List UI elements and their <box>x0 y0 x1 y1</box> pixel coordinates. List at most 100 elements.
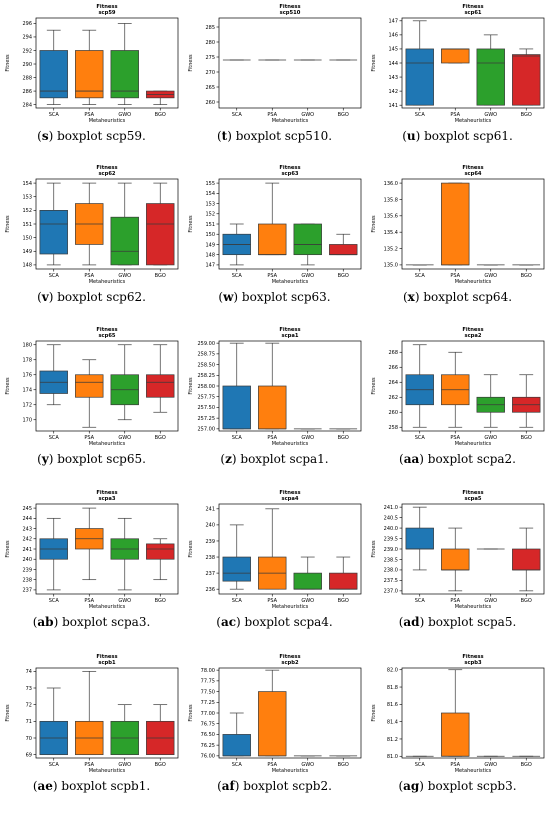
y-tick-label: 70 <box>26 736 32 742</box>
x-tick-label: BGO <box>155 435 166 441</box>
box-iqr <box>512 54 541 106</box>
x-axis-label: Metaheuristics <box>89 768 126 774</box>
y-tick-label: 172 <box>22 403 32 409</box>
box-bgo <box>146 182 175 266</box>
y-tick-label: 148 <box>22 263 32 269</box>
x-tick-label: GWO <box>118 762 131 768</box>
caption-label: ae <box>37 779 53 793</box>
box-iqr <box>75 374 104 398</box>
y-axis-label: Fitness <box>188 540 194 558</box>
box-bgo <box>146 90 175 105</box>
y-tick-label: 240.5 <box>384 515 398 521</box>
plot-frame <box>35 340 179 432</box>
box-bgo <box>329 556 358 590</box>
y-tick-label: 286 <box>22 89 32 95</box>
box-sca <box>39 29 68 105</box>
chart-subtitle: scpa4 <box>282 496 299 502</box>
y-tick-label: 240 <box>22 557 32 563</box>
y-tick-label: 288 <box>22 75 32 81</box>
x-tick-label: SCA <box>415 762 426 768</box>
box-bgo <box>512 527 541 592</box>
boxplot-panel-scpa3: Fitness scpa3 237 238 239 240 241 242 243 244 245 F… <box>2 488 182 610</box>
box-iqr <box>441 48 470 64</box>
chart-title: Fitness <box>279 4 300 10</box>
box-psa <box>75 29 104 105</box>
caption-text: boxplot scpa3. <box>62 615 151 629</box>
x-tick-label: GWO <box>484 598 497 604</box>
caption-open-paren: ( <box>402 290 408 304</box>
caption-close-paren: ) <box>233 290 242 304</box>
plot-frame <box>218 17 362 109</box>
x-tick-label: BGO <box>155 273 166 279</box>
chart-subtitle: scp65 <box>98 333 115 339</box>
x-tick-label: GWO <box>118 598 131 604</box>
box-bgo <box>146 344 175 413</box>
x-tick-label: BGO <box>521 762 532 768</box>
x-tick-label: GWO <box>118 435 131 441</box>
box-sca <box>405 344 434 428</box>
x-tick-label: PSA <box>267 112 277 118</box>
caption-label: s <box>41 129 49 143</box>
box-iqr <box>222 385 251 430</box>
y-tick-label: 69 <box>26 752 32 758</box>
chart-title: Fitness <box>279 327 300 333</box>
boxplot-chart-scpb3: Fitnessscpb381.081.281.481.681.882.0Fitn… <box>371 654 545 774</box>
y-axis-label: Fitness <box>5 215 11 233</box>
boxplot-chart-scp64: Fitnessscp64135.0135.2135.4135.6135.8136… <box>371 165 545 285</box>
y-axis-label: Fitness <box>5 540 11 558</box>
caption-close-paren: ) <box>231 452 241 466</box>
boxplot-chart-scpb2: Fitnessscpb276.0076.2576.5076.7577.0077.… <box>188 654 362 774</box>
y-tick-label: 243 <box>22 526 32 532</box>
boxplot-panel-scp61: Fitness scp61 141 142 143 144 145 146 147 Fitness… <box>368 2 548 124</box>
y-tick-label: 82.0 <box>387 668 398 674</box>
figure-caption: (af) boxplot scpb2. <box>183 779 366 793</box>
y-tick-label: 241 <box>205 507 215 513</box>
figure-caption: (y) boxplot scp65. <box>0 452 183 466</box>
y-tick-label: 238.0 <box>384 568 398 574</box>
y-tick-label: 81.8 <box>387 685 398 691</box>
caption-open-paren: ( <box>32 615 38 629</box>
x-tick-label: GWO <box>484 435 497 441</box>
chart-subtitle: scpb2 <box>281 660 299 666</box>
boxplot-panel-scpb1: Fitness scpb1 69 70 71 72 73 74 Fitness SCA PSA GWO… <box>2 652 182 774</box>
y-tick-label: 265 <box>205 85 215 91</box>
x-tick-label: SCA <box>232 598 243 604</box>
x-axis-label: Metaheuristics <box>455 604 492 610</box>
y-tick-label: 240 <box>205 523 215 529</box>
box-iqr <box>441 182 470 266</box>
chart-subtitle: scpa3 <box>99 496 116 502</box>
caption-open-paren: ( <box>37 129 42 143</box>
y-tick-label: 135.6 <box>384 214 398 220</box>
box-iqr <box>258 691 287 757</box>
y-tick-label: 238 <box>205 555 215 561</box>
y-tick-label: 136.0 <box>384 181 398 187</box>
boxplot-chart-scp63: Fitnessscp63147148149150151152153154155F… <box>188 165 362 285</box>
y-tick-label: 258 <box>388 425 398 431</box>
x-tick-label: BGO <box>521 598 532 604</box>
y-tick-label: 174 <box>22 388 32 394</box>
y-tick-label: 149 <box>205 242 215 248</box>
boxplot-panel-scp510: Fitness scp510 260 265 270 275 280 285 Fitness SC… <box>185 2 365 124</box>
box-iqr <box>75 50 104 99</box>
y-tick-label: 290 <box>22 62 32 68</box>
y-axis-label: Fitness <box>188 215 194 233</box>
y-tick-label: 268 <box>388 350 398 356</box>
x-tick-label: SCA <box>415 598 426 604</box>
figure-caption: (ab) boxplot scpa3. <box>0 615 183 629</box>
y-tick-label: 149 <box>22 249 32 255</box>
caption-open-paren: ( <box>217 779 222 793</box>
plot-frame <box>401 17 545 109</box>
plot-frame <box>35 503 179 595</box>
y-tick-label: 152 <box>205 212 215 218</box>
y-tick-label: 259.00 <box>198 341 216 347</box>
boxplot-chart-scpa5: Fitnessscpa5237.0237.5238.0238.5239.0239… <box>371 490 545 610</box>
chart-subtitle: scpa2 <box>465 333 482 339</box>
x-tick-label: PSA <box>267 762 277 768</box>
chart-title: Fitness <box>279 165 300 171</box>
box-sca <box>39 687 68 756</box>
x-tick-label: BGO <box>338 273 349 279</box>
x-tick-label: SCA <box>415 112 426 118</box>
boxplot-chart-scpa2: Fitnessscpa2258260262264266268FitnessSCA… <box>371 327 545 447</box>
x-tick-label: GWO <box>301 435 314 441</box>
box-gwo <box>110 344 139 421</box>
